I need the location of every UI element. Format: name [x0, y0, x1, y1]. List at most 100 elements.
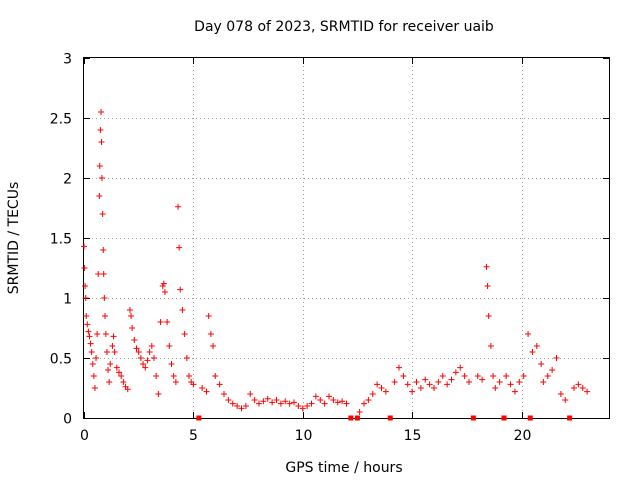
data-point: [207, 331, 214, 337]
data-point: [378, 385, 385, 391]
y-tick-label: 1.5: [50, 232, 72, 248]
data-point: [264, 395, 271, 402]
data-point: [557, 391, 564, 397]
data-point: [525, 331, 532, 337]
data-point: [102, 313, 108, 319]
y-tick-label: 2: [63, 172, 72, 188]
data-point: [348, 415, 354, 421]
data-point: [96, 193, 103, 199]
data-point: [485, 313, 492, 319]
data-point: [94, 331, 101, 337]
data-point: [203, 388, 210, 395]
data-point: [330, 397, 337, 403]
data-point: [105, 367, 112, 373]
data-point: [107, 361, 114, 367]
data-point: [470, 415, 476, 421]
data-point: [221, 391, 227, 397]
data-point: [356, 409, 363, 415]
x-tick-label: 15: [404, 428, 422, 444]
data-point: [93, 355, 100, 361]
data-point: [89, 361, 96, 367]
data-point: [103, 349, 110, 355]
data-point: [99, 211, 106, 217]
data-point: [575, 381, 582, 388]
data-point: [88, 349, 95, 355]
data-point: [164, 319, 171, 325]
data-point: [95, 271, 102, 277]
data-point: [242, 403, 249, 409]
data-point: [431, 385, 437, 391]
data-point: [354, 415, 360, 421]
data-point: [361, 400, 367, 407]
data-point: [374, 381, 381, 388]
data-point: [321, 400, 328, 407]
data-point: [172, 379, 179, 385]
data-point: [334, 399, 341, 406]
data-point: [417, 385, 424, 391]
data-point: [312, 393, 319, 400]
data-point: [369, 391, 376, 397]
data-point: [151, 355, 157, 361]
data-point: [562, 397, 569, 403]
data-point: [382, 388, 389, 395]
data-point: [396, 364, 402, 371]
data-point: [98, 175, 105, 181]
data-point: [553, 355, 560, 361]
data-point: [511, 388, 518, 395]
data-point: [484, 283, 491, 289]
x-tick-label: 20: [514, 428, 532, 444]
data-point: [461, 373, 468, 379]
data-point: [490, 373, 497, 379]
data-point: [216, 381, 223, 388]
data-point: [126, 307, 133, 313]
data-point: [507, 381, 514, 388]
data-point: [474, 373, 481, 379]
data-point: [106, 379, 113, 385]
data-point: [146, 349, 153, 355]
data-point: [124, 386, 131, 393]
data-point: [101, 295, 108, 301]
data-point: [282, 398, 289, 405]
data-point: [210, 343, 217, 349]
data-point: [496, 379, 503, 385]
data-point: [98, 139, 105, 145]
data-point: [161, 289, 168, 295]
data-point: [118, 373, 125, 379]
data-point: [144, 357, 151, 364]
data-point: [82, 295, 89, 301]
data-point: [492, 385, 499, 391]
plot-frame: [83, 57, 610, 419]
data-point: [140, 361, 147, 367]
data-points: [81, 109, 591, 421]
data-point: [120, 379, 127, 385]
data-point: [229, 400, 236, 407]
data-point: [81, 243, 87, 250]
data-point: [98, 109, 105, 115]
data-point: [479, 376, 486, 383]
data-point: [466, 379, 472, 385]
data-point: [109, 343, 116, 349]
y-tick-label: 2.5: [50, 112, 72, 128]
data-point: [260, 398, 267, 405]
data-point: [326, 393, 332, 400]
data-point: [87, 340, 94, 347]
data-point: [135, 349, 142, 355]
data-point: [520, 373, 527, 379]
data-point: [413, 379, 420, 385]
data-point: [157, 319, 164, 325]
x-tick-label: 10: [295, 428, 313, 444]
data-point: [299, 405, 306, 412]
data-point: [404, 381, 411, 388]
data-point: [155, 391, 162, 397]
data-point: [422, 376, 429, 383]
data-point: [234, 403, 241, 409]
data-point: [549, 367, 556, 373]
data-point: [247, 391, 254, 397]
data-point: [457, 364, 464, 371]
data-point: [177, 286, 184, 293]
chart-title: Day 078 of 2023, SRMTID for receiver uai…: [194, 19, 494, 35]
data-point: [170, 373, 177, 379]
data-point: [179, 307, 186, 313]
data-point: [365, 397, 372, 403]
data-point: [113, 364, 120, 371]
